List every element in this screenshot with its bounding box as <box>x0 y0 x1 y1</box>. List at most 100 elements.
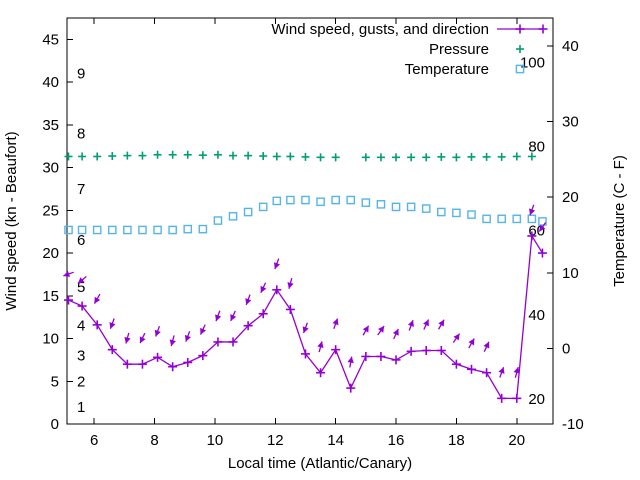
pressure-point <box>527 152 536 161</box>
x-tick-label: 14 <box>327 432 344 449</box>
wind-speed-point <box>272 285 282 295</box>
fahrenheit-label: 80 <box>528 139 545 156</box>
pressure-point <box>316 153 325 162</box>
pressure-point <box>64 152 73 161</box>
pressure-point <box>213 150 222 159</box>
pressure-point <box>301 152 310 161</box>
temperature-point <box>258 202 268 212</box>
wind-direction-arrow <box>109 318 116 330</box>
legend-marker <box>515 24 525 34</box>
wind-speed-point <box>92 320 102 330</box>
y-tick-label: 25 <box>42 202 59 219</box>
y2-tick-label: -10 <box>562 416 584 433</box>
temperature-point <box>437 207 446 217</box>
temperature-point <box>467 210 476 219</box>
wind-speed-point <box>258 309 268 319</box>
wind-direction-arrow <box>302 322 309 334</box>
pressure-point <box>272 152 281 161</box>
wind-direction-arrow <box>287 277 294 289</box>
wind-speed-point <box>451 359 461 369</box>
wind-speed-point <box>391 355 401 365</box>
wind-direction-arrow <box>245 294 252 306</box>
x-tick-label: 8 <box>150 432 158 449</box>
pressure-point <box>452 153 461 162</box>
x-axis-ticks: 6 8 10 12 14 16 18 20 <box>90 18 525 449</box>
wind-direction-arrow <box>332 318 339 330</box>
y2-tick-label: 20 <box>562 189 579 206</box>
temperature-point <box>376 200 386 209</box>
beaufort-label: 8 <box>77 125 85 142</box>
temperature-point <box>243 207 253 217</box>
temperature-point <box>228 211 238 221</box>
wind-speed-point <box>228 337 238 347</box>
y-axis-title: Wind speed (kn - Beaufort) <box>3 131 20 310</box>
beaufort-label: 2 <box>77 373 85 390</box>
temperature-point <box>346 195 356 205</box>
y2-tick-label: 0 <box>562 340 570 357</box>
x-tick-label: 18 <box>448 432 465 449</box>
wind-speed-point <box>243 321 253 331</box>
beaufort-scale-labels: 1 2 3 4 5 6 7 8 9 <box>77 66 85 416</box>
wind-direction-arrow <box>317 341 324 353</box>
wind-speed-point <box>122 359 132 369</box>
temperature-point <box>272 196 282 206</box>
wind-direction-arrow <box>154 325 161 337</box>
wind-direction-arrow <box>139 332 146 344</box>
fahrenheit-label: 20 <box>528 391 545 408</box>
wind-speed-point <box>77 301 87 311</box>
pressure-point <box>183 150 192 159</box>
temperature-point <box>406 202 416 212</box>
pressure-point <box>123 151 132 160</box>
wind-direction-arrow <box>452 333 461 344</box>
wind-direction-arrow <box>347 356 354 368</box>
wind-direction-arrows <box>63 204 547 378</box>
temperature-point <box>391 202 401 212</box>
beaufort-label: 9 <box>77 66 85 83</box>
y2-axis-ticks: -10 0 10 20 30 40 <box>547 38 584 433</box>
series-temperature <box>64 195 547 235</box>
wind-speed-point <box>198 351 208 361</box>
wind-direction-arrow <box>529 204 536 216</box>
y-tick-label: 20 <box>42 245 59 262</box>
beaufort-label: 4 <box>77 318 85 335</box>
wind-speed-point <box>64 295 74 305</box>
x-tick-label: 20 <box>508 432 525 449</box>
pressure-point <box>259 152 268 161</box>
pressure-point <box>361 153 370 162</box>
temperature-point <box>421 204 431 213</box>
x-tick-label: 10 <box>207 432 224 449</box>
wind-direction-arrow <box>362 325 370 336</box>
wind-direction-arrow <box>260 282 267 293</box>
wind-speed-point <box>406 346 416 356</box>
chart-legend: Wind speed, gusts, and direction Pressure… <box>271 21 548 78</box>
wind-speed-point <box>376 351 386 361</box>
wind-direction-arrow <box>199 324 206 335</box>
wind-direction-arrow <box>169 335 176 347</box>
series-wind-speed <box>63 204 547 403</box>
y-tick-label: 30 <box>42 160 59 177</box>
temperature-point <box>361 198 371 207</box>
x-tick-label: 16 <box>388 432 405 449</box>
pressure-point <box>331 153 340 162</box>
temperature-point <box>198 224 208 234</box>
wind-direction-arrow <box>538 222 547 232</box>
wind-direction-arrow <box>498 366 505 378</box>
pressure-point <box>108 152 117 161</box>
y-tick-label: 35 <box>42 117 59 134</box>
temperature-point <box>497 214 506 224</box>
y-axis-ticks: 0 5 10 15 20 25 30 35 40 45 <box>42 31 73 433</box>
wind-speed-point <box>107 345 117 355</box>
y2-tick-label: 30 <box>562 114 579 131</box>
temperature-point <box>92 225 102 235</box>
legend-label: Wind speed, gusts, and direction <box>271 21 489 38</box>
series-pressure <box>64 150 536 162</box>
wind-direction-arrow <box>63 270 74 277</box>
wind-speed-point <box>361 351 371 361</box>
pressure-point <box>437 152 446 161</box>
pressure-point <box>153 150 162 159</box>
wind-speed-point <box>512 393 522 403</box>
wind-speed-point <box>497 393 507 403</box>
wind-speed-point <box>137 359 147 369</box>
wind-speed-point <box>183 357 193 367</box>
wind-direction-arrow <box>407 319 414 331</box>
